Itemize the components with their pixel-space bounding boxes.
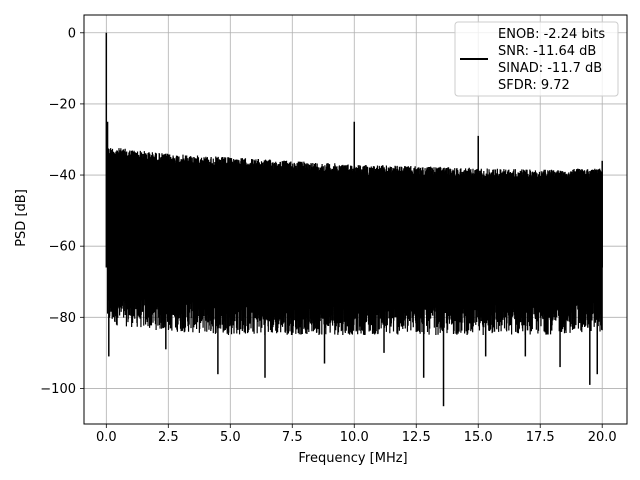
x-tick-label: 2.5 (158, 430, 179, 445)
legend-enob: ENOB: -2.24 bits (498, 27, 605, 42)
axes-frame (83, 14, 628, 425)
y-axis-ticks: 0 −20 −40 −60 −80 −100 (40, 26, 84, 397)
y-tick-label: 0 (68, 26, 76, 41)
legend-snr: SNR: -11.64 dB (498, 44, 596, 59)
x-axis-label: Frequency [MHz] (298, 451, 407, 466)
x-tick-label: 12.5 (402, 430, 431, 445)
x-tick-label: 20.0 (588, 430, 617, 445)
legend-sfdr: SFDR: 9.72 (498, 78, 570, 93)
plot-area (105, 32, 603, 407)
x-tick-label: 5.0 (220, 430, 241, 445)
x-tick-label: 0.0 (96, 430, 117, 445)
legend-sinad: SINAD: -11.7 dB (498, 61, 602, 76)
x-tick-label: 10.0 (340, 430, 369, 445)
y-axis-label: PSD [dB] (14, 189, 29, 247)
y-tick-label: −60 (49, 240, 76, 255)
legend-box (454, 21, 619, 97)
legend: ENOB: -2.24 bits SNR: -11.64 dB SINAD: -… (454, 21, 619, 97)
x-tick-label: 17.5 (526, 430, 555, 445)
x-tick-label: 15.0 (464, 430, 493, 445)
y-tick-label: −80 (49, 311, 76, 326)
x-tick-label: 7.5 (282, 430, 303, 445)
y-tick-label: −100 (40, 382, 76, 397)
y-tick-label: −40 (49, 169, 76, 184)
x-axis-ticks: 0.0 2.5 5.0 7.5 10.0 12.5 15.0 17.5 20.0 (96, 424, 617, 445)
y-tick-label: −20 (49, 97, 76, 112)
